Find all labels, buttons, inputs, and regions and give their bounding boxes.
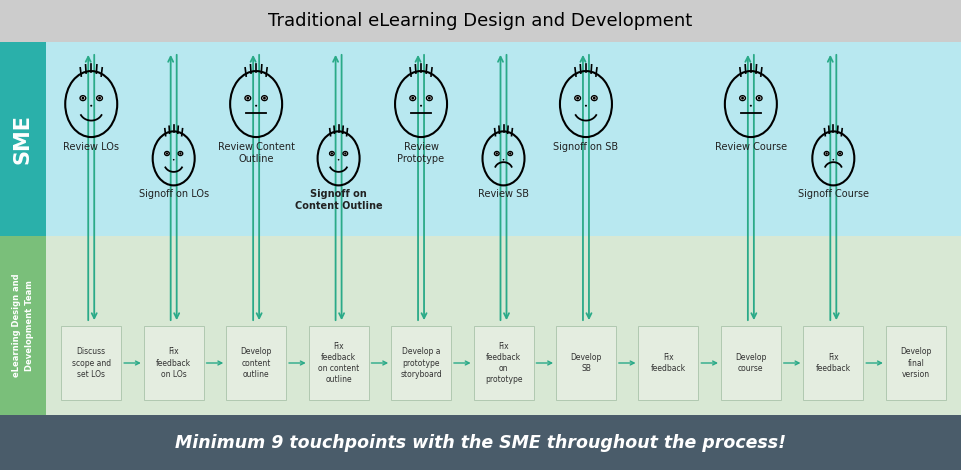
Ellipse shape [411, 97, 414, 100]
Ellipse shape [503, 159, 505, 161]
Ellipse shape [263, 97, 266, 100]
Ellipse shape [80, 96, 86, 101]
Ellipse shape [246, 97, 249, 100]
Ellipse shape [740, 96, 746, 101]
Text: Review Course: Review Course [715, 142, 787, 152]
Text: Fix
feedback
on content
outline: Fix feedback on content outline [318, 342, 359, 384]
Text: Review
Prototype: Review Prototype [398, 142, 445, 164]
FancyBboxPatch shape [721, 326, 781, 400]
Ellipse shape [577, 97, 579, 100]
Ellipse shape [337, 159, 339, 161]
Ellipse shape [180, 152, 182, 155]
Ellipse shape [427, 96, 432, 101]
Bar [0, 0, 961, 42]
FancyBboxPatch shape [803, 326, 863, 400]
Ellipse shape [509, 152, 511, 155]
FancyBboxPatch shape [62, 326, 121, 400]
FancyBboxPatch shape [638, 326, 699, 400]
Text: Fix
feedback
on LOs: Fix feedback on LOs [156, 347, 191, 379]
Text: Minimum 9 touchpoints with the SME throughout the process!: Minimum 9 touchpoints with the SME throu… [175, 433, 786, 452]
Ellipse shape [750, 105, 752, 107]
Ellipse shape [495, 151, 499, 156]
Text: Review LOs: Review LOs [63, 142, 119, 152]
Ellipse shape [97, 96, 103, 101]
Ellipse shape [98, 97, 101, 100]
Ellipse shape [420, 105, 422, 107]
Text: Signoff on LOs: Signoff on LOs [138, 189, 209, 199]
Bar [46, 236, 961, 415]
Text: Fix
feedback: Fix feedback [816, 353, 850, 373]
Ellipse shape [825, 151, 829, 156]
Ellipse shape [838, 151, 843, 156]
Bar [46, 42, 961, 236]
Ellipse shape [178, 151, 183, 156]
Ellipse shape [593, 97, 596, 100]
Text: Review Content
Outline: Review Content Outline [217, 142, 295, 164]
Ellipse shape [832, 159, 834, 161]
Ellipse shape [839, 152, 841, 155]
Ellipse shape [82, 97, 85, 100]
Text: Develop
course: Develop course [735, 353, 767, 373]
Ellipse shape [164, 151, 169, 156]
Text: Review SB: Review SB [478, 189, 529, 199]
FancyBboxPatch shape [886, 326, 946, 400]
Ellipse shape [331, 152, 333, 155]
Ellipse shape [591, 96, 597, 101]
Text: Discuss
scope and
set LOs: Discuss scope and set LOs [72, 347, 111, 379]
Text: Fix
feedback: Fix feedback [651, 353, 686, 373]
Ellipse shape [508, 151, 512, 156]
Text: eLearning Design and
Development Team: eLearning Design and Development Team [12, 274, 34, 377]
Ellipse shape [496, 152, 498, 155]
Ellipse shape [330, 151, 334, 156]
Text: Develop
final
version: Develop final version [900, 347, 931, 379]
Ellipse shape [825, 152, 827, 155]
FancyBboxPatch shape [226, 326, 286, 400]
Ellipse shape [90, 105, 92, 107]
FancyBboxPatch shape [144, 326, 204, 400]
Ellipse shape [166, 152, 168, 155]
Ellipse shape [575, 96, 580, 101]
Ellipse shape [428, 97, 431, 100]
Ellipse shape [261, 96, 267, 101]
Ellipse shape [409, 96, 415, 101]
FancyBboxPatch shape [391, 326, 451, 400]
Text: Traditional eLearning Design and Development: Traditional eLearning Design and Develop… [268, 12, 693, 30]
Ellipse shape [756, 96, 762, 101]
Ellipse shape [585, 105, 587, 107]
Text: Develop
SB: Develop SB [570, 353, 602, 373]
FancyBboxPatch shape [308, 326, 369, 400]
Ellipse shape [741, 97, 744, 100]
Ellipse shape [173, 159, 175, 161]
Ellipse shape [344, 152, 347, 155]
Text: SME: SME [13, 114, 33, 164]
Ellipse shape [343, 151, 348, 156]
Text: Develop a
prototype
storyboard: Develop a prototype storyboard [400, 347, 442, 379]
Bar [0, 415, 961, 470]
Text: Signoff on SB: Signoff on SB [554, 142, 619, 152]
Bar [0, 236, 46, 415]
FancyBboxPatch shape [556, 326, 616, 400]
Text: Develop
content
outline: Develop content outline [240, 347, 272, 379]
FancyBboxPatch shape [474, 326, 533, 400]
Text: Signoff Course: Signoff Course [798, 189, 869, 199]
Text: Fix
feedback
on
prototype: Fix feedback on prototype [484, 342, 522, 384]
Ellipse shape [245, 96, 251, 101]
Ellipse shape [758, 97, 760, 100]
Bar [0, 42, 46, 236]
Ellipse shape [255, 105, 258, 107]
Text: Signoff on
Content Outline: Signoff on Content Outline [295, 189, 382, 212]
